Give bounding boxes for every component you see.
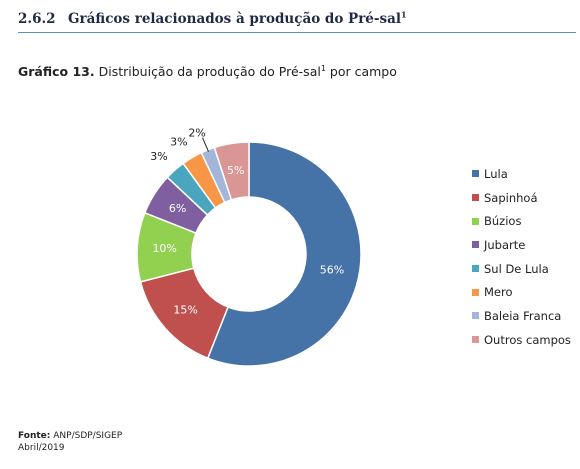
source-line: Fonte: ANP/SDP/SIGEP — [18, 430, 122, 442]
chart-caption: Gráfico 13. Distribuição da produção do … — [18, 64, 397, 79]
legend-swatch — [472, 288, 479, 296]
legend-item-buzios: Búzios — [472, 209, 571, 233]
legend-item-baleia-franca: Baleia Franca — [472, 304, 571, 328]
data-label-sul-de-lula: 3% — [150, 150, 167, 163]
data-label-baleia-franca: 2% — [188, 127, 205, 140]
section-title: Gráficos relacionados à produção do Pré-… — [68, 9, 407, 28]
legend-item-lula: Lula — [472, 162, 571, 186]
section-header: 2.6.2 Gráficos relacionados à produção d… — [18, 6, 576, 33]
chart-caption-footnote: 1 — [320, 63, 326, 73]
legend-item-mero: Mero — [472, 280, 571, 304]
source-text: ANP/SDP/SIGEP — [53, 431, 123, 441]
slice-lula — [206, 141, 362, 367]
source-date: Abril/2019 — [18, 443, 65, 453]
legend-swatch — [472, 170, 479, 178]
legend-swatch — [472, 194, 479, 202]
legend-item-sul-de-lula: Sul De Lula — [472, 257, 571, 281]
section-number: 2.6.2 — [18, 11, 56, 27]
chart-caption-lead: Gráfico 13. — [18, 64, 95, 79]
data-label-sapinhoa: 15% — [173, 303, 197, 316]
section-title-text: Gráficos relacionados à produção do Pré-… — [68, 11, 401, 27]
leader-line-baleia-franca — [202, 137, 209, 152]
legend-item-sapinhoa: Sapinhoá — [472, 186, 571, 210]
chart-legend: Lula Sapinhoá Búzios Jubarte Sul De Lula Mero… — [472, 162, 571, 352]
legend-label: Jubarte — [484, 237, 526, 252]
source-label: Fonte: — [18, 431, 51, 441]
data-label-jubarte: 6% — [169, 202, 186, 215]
legend-swatch — [472, 241, 479, 249]
data-label-buzios: 10% — [152, 242, 176, 255]
chart-caption-text: Distribuição da produção do Pré-sal — [98, 64, 321, 79]
chart-caption-after: por campo — [329, 64, 397, 79]
legend-item-outros-campos: Outros campos — [472, 328, 571, 352]
legend-swatch — [472, 265, 479, 273]
legend-label: Sapinhoá — [484, 190, 538, 205]
legend-label: Mero — [484, 285, 513, 300]
data-label-lula: 56% — [320, 263, 344, 276]
data-label-outros-campos: 5% — [227, 164, 244, 177]
legend-swatch — [472, 312, 479, 320]
slice-outros-campos — [213, 141, 250, 201]
legend-item-jubarte: Jubarte — [472, 233, 571, 257]
legend-label: Baleia Franca — [484, 308, 562, 323]
legend-label: Lula — [484, 166, 508, 181]
legend-swatch — [472, 217, 479, 225]
legend-label: Outros campos — [484, 332, 571, 347]
section-title-footnote: 1 — [400, 9, 407, 20]
data-label-mero: 3% — [170, 136, 187, 149]
legend-label: Búzios — [484, 214, 522, 229]
legend-label: Sul De Lula — [484, 261, 549, 276]
source-note: Fonte: ANP/SDP/SIGEP Abril/2019 — [18, 430, 122, 454]
legend-swatch — [472, 336, 479, 344]
